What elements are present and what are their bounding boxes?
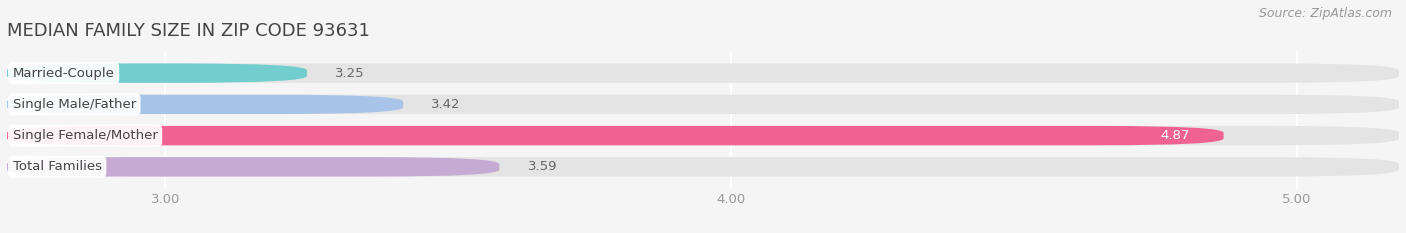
Text: Total Families: Total Families bbox=[13, 160, 101, 173]
Text: 3.42: 3.42 bbox=[432, 98, 461, 111]
Text: Single Male/Father: Single Male/Father bbox=[13, 98, 136, 111]
FancyBboxPatch shape bbox=[7, 126, 1223, 145]
FancyBboxPatch shape bbox=[7, 95, 404, 114]
Text: 3.25: 3.25 bbox=[335, 67, 364, 80]
Text: Single Female/Mother: Single Female/Mother bbox=[13, 129, 157, 142]
Text: 3.59: 3.59 bbox=[527, 160, 557, 173]
Text: MEDIAN FAMILY SIZE IN ZIP CODE 93631: MEDIAN FAMILY SIZE IN ZIP CODE 93631 bbox=[7, 22, 370, 40]
Text: 4.87: 4.87 bbox=[1160, 129, 1189, 142]
Text: Source: ZipAtlas.com: Source: ZipAtlas.com bbox=[1258, 7, 1392, 20]
FancyBboxPatch shape bbox=[7, 126, 1399, 145]
FancyBboxPatch shape bbox=[7, 157, 1399, 177]
FancyBboxPatch shape bbox=[7, 157, 499, 177]
FancyBboxPatch shape bbox=[7, 63, 307, 83]
FancyBboxPatch shape bbox=[7, 95, 1399, 114]
FancyBboxPatch shape bbox=[7, 63, 1399, 83]
Text: Married-Couple: Married-Couple bbox=[13, 67, 114, 80]
